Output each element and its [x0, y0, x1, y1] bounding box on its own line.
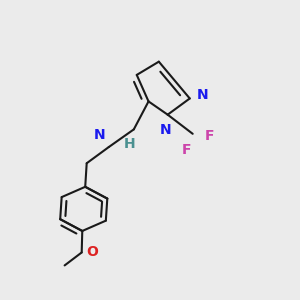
Text: O: O — [86, 245, 98, 260]
Text: F: F — [182, 143, 192, 157]
Text: N: N — [197, 88, 209, 102]
Text: N: N — [94, 128, 106, 142]
Text: F: F — [205, 129, 214, 143]
Text: N: N — [160, 123, 171, 137]
Text: H: H — [124, 137, 135, 151]
